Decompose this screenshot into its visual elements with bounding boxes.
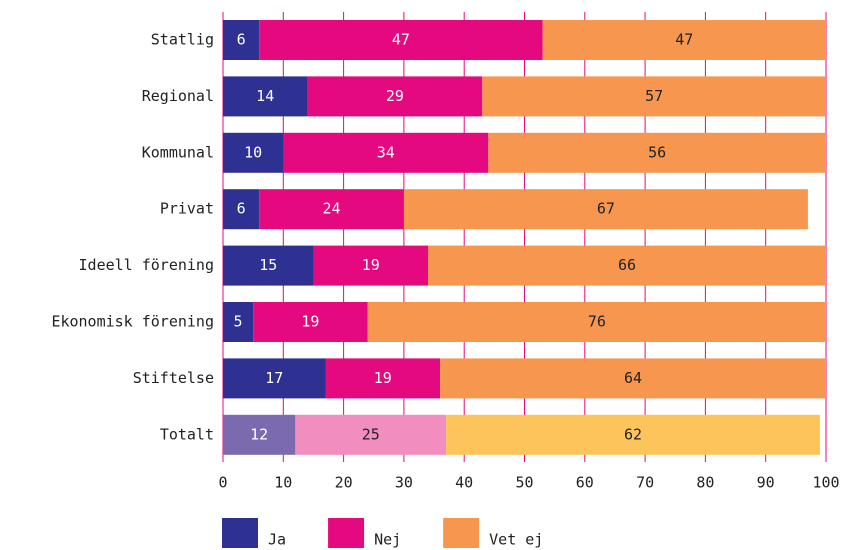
bar-segment <box>223 302 254 342</box>
legend-label: Nej <box>374 531 401 549</box>
x-tick-label: 90 <box>757 474 775 492</box>
x-tick-label: 70 <box>636 474 654 492</box>
y-tick-label: Privat <box>160 200 214 218</box>
value-label: 12 <box>250 425 268 443</box>
bar-segment <box>259 20 543 60</box>
bar-segment <box>307 76 483 117</box>
x-tick-label: 0 <box>218 474 227 492</box>
value-label: 76 <box>588 313 606 331</box>
value-label: 19 <box>362 256 380 274</box>
value-label: 67 <box>597 200 615 218</box>
bar-segment <box>223 358 326 399</box>
value-label: 15 <box>259 256 277 274</box>
value-label: 19 <box>301 313 319 331</box>
x-tick-label: 20 <box>335 474 353 492</box>
bar-segment <box>403 189 808 230</box>
value-label: 34 <box>377 143 395 161</box>
bar-segment <box>325 358 441 399</box>
value-label: 57 <box>645 87 663 105</box>
value-label: 24 <box>323 200 341 218</box>
legend-swatch <box>222 518 258 548</box>
legend-swatch <box>443 518 480 548</box>
x-tick-label: 100 <box>812 474 839 492</box>
value-label: 25 <box>362 425 380 443</box>
bar-segment <box>542 20 826 60</box>
y-tick-label: Stiftelse <box>133 369 214 387</box>
bar-segment <box>223 414 296 455</box>
value-label: 14 <box>256 87 274 105</box>
value-label: 29 <box>386 87 404 105</box>
value-label: 10 <box>244 143 262 161</box>
legend-label: Vet ej <box>489 531 543 549</box>
bar-segment <box>428 245 826 286</box>
bar-segment <box>253 302 368 342</box>
value-label: 5 <box>234 313 243 331</box>
bar-segment <box>488 132 826 173</box>
value-label: 66 <box>618 256 636 274</box>
y-tick-label: Statlig <box>151 31 214 49</box>
bar-segment <box>223 189 260 230</box>
bar-segment <box>223 132 284 173</box>
x-tick-label: 40 <box>455 474 473 492</box>
value-label: 64 <box>624 369 642 387</box>
bar-segment <box>223 245 314 286</box>
value-label: 19 <box>374 369 392 387</box>
bar-segment <box>223 20 260 60</box>
bar-segment <box>223 76 308 117</box>
value-label: 56 <box>648 143 666 161</box>
y-tick-label: Totalt <box>160 425 214 443</box>
value-label: 6 <box>237 200 246 218</box>
y-tick-label: Kommunal <box>142 143 214 161</box>
bar-segment <box>259 189 404 230</box>
bar-segment <box>295 414 447 455</box>
y-tick-label: Ideell förening <box>79 256 214 274</box>
value-label: 62 <box>624 425 642 443</box>
x-tick-label: 30 <box>395 474 413 492</box>
value-label: 47 <box>392 31 410 49</box>
bar-segment <box>446 414 820 455</box>
value-label: 6 <box>237 31 246 49</box>
x-tick-label: 80 <box>696 474 714 492</box>
bar-segment <box>367 302 826 342</box>
bar-segment <box>440 358 826 399</box>
x-tick-label: 60 <box>576 474 594 492</box>
y-tick-label: Regional <box>142 87 214 105</box>
legend-swatch <box>328 518 365 548</box>
value-label: 47 <box>675 31 693 49</box>
value-label: 17 <box>265 369 283 387</box>
x-tick-label: 50 <box>515 474 533 492</box>
y-tick-label: Ekonomisk förening <box>51 313 214 331</box>
bar-segment <box>482 76 826 117</box>
legend-label: Ja <box>268 531 286 549</box>
bar-segment <box>283 132 489 173</box>
x-tick-label: 10 <box>274 474 292 492</box>
bar-segment <box>313 245 429 286</box>
